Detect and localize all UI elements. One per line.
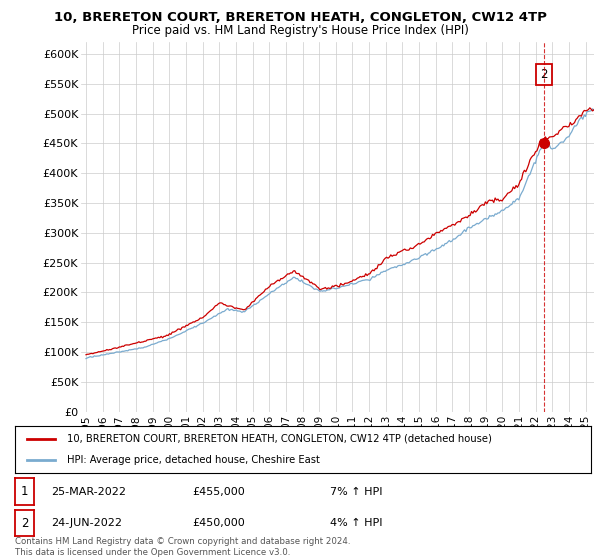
Text: £450,000: £450,000 [192,518,245,528]
Text: 24-JUN-2022: 24-JUN-2022 [51,518,122,528]
Text: 1: 1 [21,485,28,498]
Text: £455,000: £455,000 [192,487,245,497]
Text: Price paid vs. HM Land Registry's House Price Index (HPI): Price paid vs. HM Land Registry's House … [131,24,469,36]
Text: 2: 2 [540,68,547,81]
Text: 2: 2 [21,516,28,530]
Text: 10, BRERETON COURT, BRERETON HEATH, CONGLETON, CW12 4TP (detached house): 10, BRERETON COURT, BRERETON HEATH, CONG… [67,434,492,444]
Text: 25-MAR-2022: 25-MAR-2022 [51,487,126,497]
Text: 7% ↑ HPI: 7% ↑ HPI [330,487,383,497]
Text: HPI: Average price, detached house, Cheshire East: HPI: Average price, detached house, Ches… [67,455,320,465]
Text: 4% ↑ HPI: 4% ↑ HPI [330,518,383,528]
Text: Contains HM Land Registry data © Crown copyright and database right 2024.
This d: Contains HM Land Registry data © Crown c… [15,537,350,557]
Text: 10, BRERETON COURT, BRERETON HEATH, CONGLETON, CW12 4TP: 10, BRERETON COURT, BRERETON HEATH, CONG… [53,11,547,24]
